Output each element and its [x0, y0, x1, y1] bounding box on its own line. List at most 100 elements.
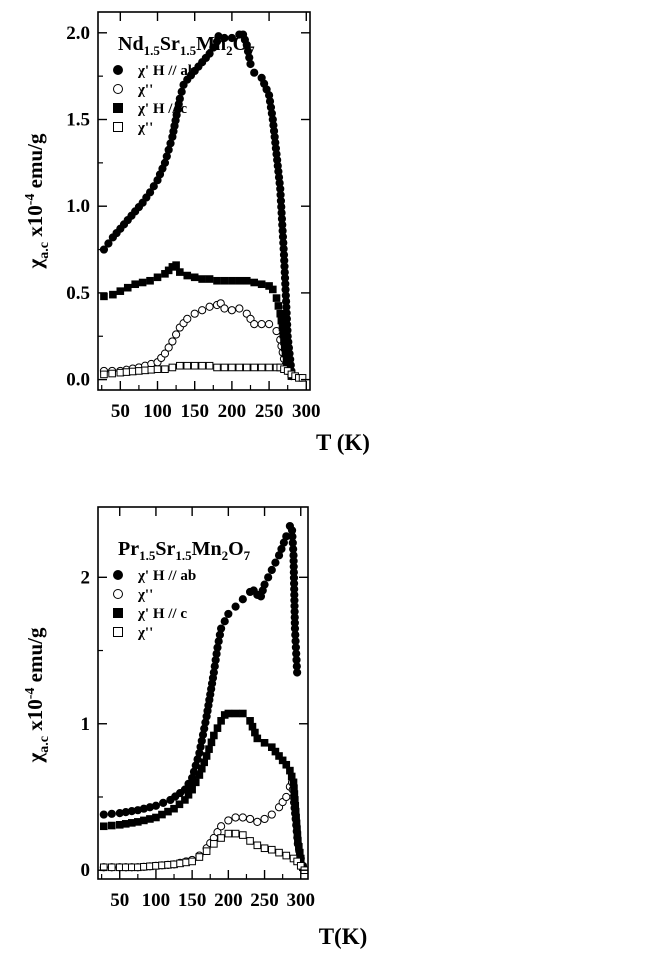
points-layer [99, 521, 309, 875]
legend-label: χ'' [137, 120, 153, 136]
data-point [260, 580, 269, 589]
data-point [195, 853, 204, 861]
x-tick-label: 50 [110, 890, 129, 911]
data-point [200, 758, 209, 767]
data-point [122, 368, 131, 376]
data-point [213, 724, 222, 732]
legend-label: χ'' [137, 625, 153, 641]
legend-marker [113, 589, 123, 599]
legend-label: χ' H // c [137, 101, 187, 117]
data-point [149, 182, 158, 191]
data-point [239, 709, 247, 718]
data-point [123, 283, 132, 292]
data-point [198, 306, 207, 315]
data-point [217, 834, 225, 842]
data-point [272, 294, 281, 302]
data-point [188, 785, 196, 794]
y-tick-label: 2.0 [66, 23, 90, 44]
chart-pr: 50 100 150 200 250 300 0 1 2 Pr1.5Sr1.5Mn2O7 χ'… [23, 506, 368, 949]
yticks-layer: 0 1 2 [81, 567, 308, 881]
data-point [220, 304, 229, 313]
data-point [224, 709, 233, 718]
data-point [209, 43, 218, 52]
xticks-layer: 50 100 150 200 250 300 [101, 12, 321, 422]
data-point [293, 668, 302, 677]
data-point [100, 292, 108, 301]
data-point [267, 845, 276, 854]
data-point [278, 323, 287, 332]
data-point [277, 316, 286, 325]
data-point [267, 565, 276, 575]
x-tick-label: 200 [218, 401, 247, 422]
data-point [191, 778, 200, 787]
xticks-layer: 50 100 150 200 250 300 [101, 507, 316, 911]
data-point [238, 595, 247, 604]
data-point [238, 813, 247, 822]
data-point [160, 349, 170, 358]
data-point [141, 366, 149, 375]
data-point [161, 365, 169, 373]
data-point [197, 764, 206, 773]
data-point [298, 374, 307, 382]
data-point [260, 814, 269, 824]
x-axis-label: T(K) [319, 924, 368, 949]
data-point [188, 857, 196, 866]
data-point [168, 363, 177, 372]
legend-label: χ' H // c [137, 606, 187, 622]
data-point [260, 738, 269, 747]
data-point [145, 188, 155, 197]
data-point [282, 851, 291, 860]
data-point [151, 801, 161, 810]
data-point [190, 309, 199, 318]
data-point [116, 368, 125, 377]
x-tick-label: 300 [292, 401, 321, 422]
x-tick-label: 250 [250, 890, 279, 911]
data-point [170, 804, 178, 813]
y-tick-label: 2 [81, 567, 91, 588]
x-tick-label: 150 [180, 401, 209, 422]
data-point [153, 365, 162, 373]
data-point [253, 841, 262, 850]
data-point [207, 738, 216, 747]
data-point [175, 800, 184, 809]
data-point [227, 306, 236, 315]
data-point [213, 276, 221, 285]
data-point [168, 337, 177, 346]
data-point [198, 361, 206, 370]
data-point [153, 273, 162, 282]
data-point [146, 276, 154, 285]
y-axis-label: χa.c x10-4 emu/g [23, 627, 52, 763]
data-point [250, 278, 259, 287]
data-point [172, 261, 180, 269]
plot-frame [97, 11, 311, 391]
data-point [183, 314, 192, 324]
data-point [265, 363, 273, 372]
data-point [231, 813, 240, 822]
legend-marker [113, 103, 123, 113]
data-point [246, 837, 254, 845]
legend-marker [113, 122, 123, 132]
data-point [257, 320, 266, 329]
x-tick-label: 300 [287, 890, 316, 911]
legend: Pr1.5Sr1.5Mn2O7 χ' H // abχ''χ' H // cχ'… [113, 538, 251, 641]
data-point [253, 817, 262, 826]
legend-label: χ' H // ab [137, 63, 196, 79]
data-point [205, 361, 214, 370]
data-point [242, 363, 251, 372]
data-point [128, 367, 137, 376]
data-point [217, 822, 226, 831]
y-tick-label: 0.0 [66, 370, 90, 391]
data-point [279, 330, 288, 339]
data-point [109, 290, 117, 299]
data-point [205, 302, 214, 311]
legend-marker [113, 570, 123, 580]
data-point [267, 810, 276, 819]
data-point [183, 271, 192, 280]
data-point [224, 609, 233, 619]
data-point [172, 330, 181, 339]
data-point [282, 356, 291, 365]
data-point [220, 363, 229, 372]
yticks-layer: 0.0 0.5 1.0 1.5 2.0 [66, 23, 310, 391]
legend-marker [113, 608, 123, 618]
data-point [213, 363, 221, 372]
